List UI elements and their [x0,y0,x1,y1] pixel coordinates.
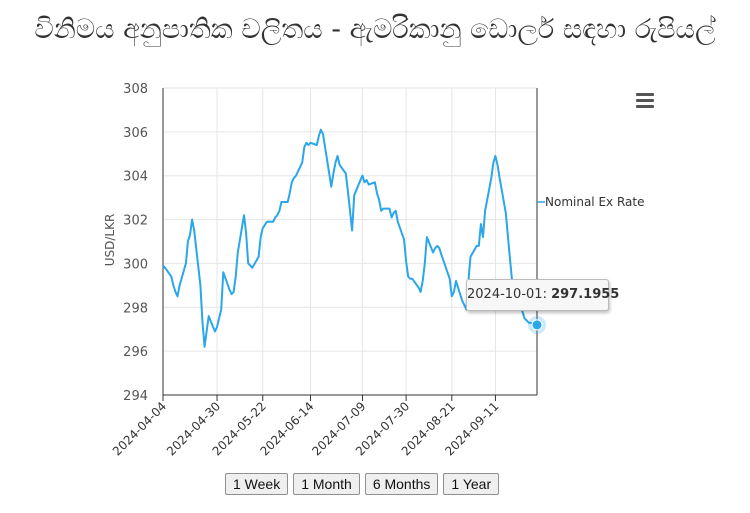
range-1-week-button[interactable]: 1 Week [225,473,289,495]
x-axis: 2024-04-042024-04-302024-05-222024-06-14… [110,88,538,458]
y-axis-label: USD/LKR [103,214,117,267]
tooltip-date: 2024-10-01 [467,287,543,302]
y-tick-label: 304 [123,170,148,185]
range-1-year-button[interactable]: 1 Year [443,473,500,495]
grid-lines [162,87,537,396]
plot-area [162,128,546,348]
tooltip-value: 297.1955 [551,287,620,302]
tooltip-separator: : [542,287,552,302]
y-tick-label: 300 [123,257,148,272]
y-tick-label: 302 [123,214,148,229]
data-tooltip: 2024-10-01: 297.1955 [466,279,619,311]
legend-label: Nominal Ex Rate [545,195,644,209]
range-1-month-button[interactable]: 1 Month [293,473,360,495]
y-tick-label: 306 [123,126,148,141]
y-tick-label: 308 [123,82,148,97]
highlight-point [531,319,543,331]
y-tick-label: 296 [123,345,148,360]
range-6-months-button[interactable]: 6 Months [364,473,439,495]
legend: Nominal Ex Rate [537,195,644,209]
x-tick-label: 2024-04-04 [110,399,169,458]
y-tick-label: 298 [123,301,148,316]
range-buttons: 1 Week 1 Month 6 Months 1 Year [225,473,500,495]
series-line-nominal-ex-rate [162,128,538,348]
chart-title: විනිමය අනුපාතික චලිතය - ඇමරිකානු ඩොලර් ස… [34,14,716,45]
hamburger-menu-icon[interactable] [632,90,658,114]
y-axis-ticks: 294 296 298 300 302 304 306 308 USD/LKR [103,82,148,404]
y-tick-label: 294 [123,389,148,404]
